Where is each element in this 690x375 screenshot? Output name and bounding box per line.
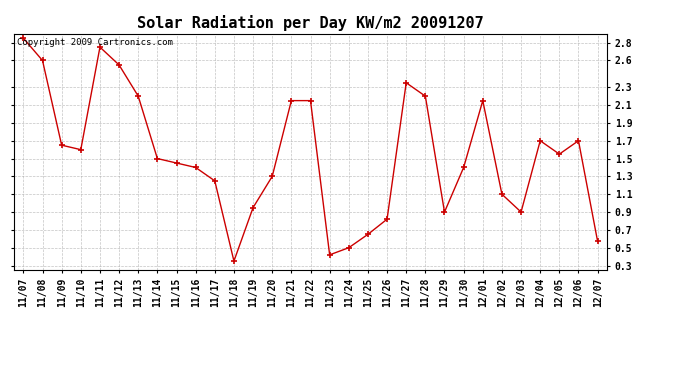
Title: Solar Radiation per Day KW/m2 20091207: Solar Radiation per Day KW/m2 20091207 — [137, 15, 484, 31]
Text: Copyright 2009 Cartronics.com: Copyright 2009 Cartronics.com — [17, 39, 172, 48]
